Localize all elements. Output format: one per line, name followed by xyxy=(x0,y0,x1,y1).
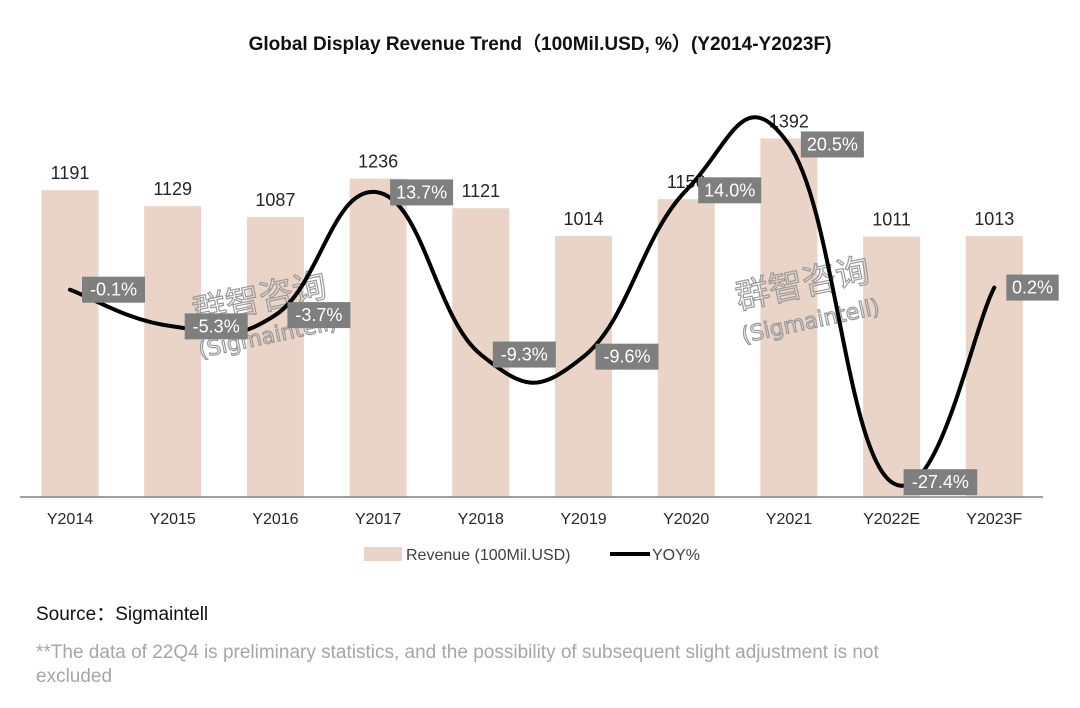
source-text: Source：Sigmaintell xyxy=(36,604,209,625)
legend: Revenue (100Mil.USD) YOY% xyxy=(364,547,700,564)
revenue-value-label: 1392 xyxy=(769,111,809,131)
revenue-value-label: 1236 xyxy=(358,152,398,172)
revenue-bar-Y2022E xyxy=(863,236,921,497)
yoy-value-label: -3.7% xyxy=(295,305,342,325)
yoy-label-Y2016: -3.7% xyxy=(287,302,351,329)
yoy-value-label: -9.3% xyxy=(501,345,548,365)
yoy-label-Y2019: -9.6% xyxy=(595,343,659,370)
x-tick-label: Y2019 xyxy=(560,511,606,528)
yoy-label-box xyxy=(287,302,351,329)
x-tick-label: Y2023F xyxy=(966,511,1022,528)
yoy-label-Y2020: 14.0% xyxy=(698,177,762,204)
yoy-label-box xyxy=(184,313,248,340)
yoy-label-Y2018: -9.3% xyxy=(492,341,556,368)
bars-layer xyxy=(41,138,1023,498)
yoy-label-box xyxy=(800,131,864,158)
legend-yoy-label: YOY% xyxy=(652,547,700,564)
revenue-bar-Y2015 xyxy=(144,206,202,497)
yoy-label-box xyxy=(1006,274,1059,301)
yoy-label-Y2014: -0.1% xyxy=(82,276,145,303)
x-tick-label: Y2015 xyxy=(150,511,196,528)
yoy-value-label: 14.0% xyxy=(704,180,755,200)
footnote: **The data of 22Q4 is preliminary statis… xyxy=(36,642,879,687)
x-tick-label: Y2016 xyxy=(252,511,298,528)
revenue-bar-Y2014 xyxy=(41,190,99,497)
legend-revenue-swatch xyxy=(364,547,402,561)
yoy-value-label: -5.3% xyxy=(193,316,240,336)
legend-revenue-label: Revenue (100Mil.USD) xyxy=(406,547,571,564)
x-tick-label: Y2020 xyxy=(663,511,709,528)
yoy-value-label: 20.5% xyxy=(807,134,858,154)
yoy-value-label: -0.1% xyxy=(90,280,137,300)
yoy-label-Y2021: 20.5% xyxy=(800,131,864,158)
yoy-labels-layer: -0.1% -5.3% -3.7% 13.7% -9.3% -9.6% 14.0% 20.5%… xyxy=(82,131,1059,496)
revenue-value-label: 1129 xyxy=(153,179,192,199)
revenue-value-label: 1014 xyxy=(563,209,603,229)
yoy-label-Y2023F: 0.2% xyxy=(1006,274,1059,301)
yoy-label-Y2017: 13.7% xyxy=(390,179,454,206)
yoy-label-box xyxy=(698,177,762,204)
x-tick-labels: Y2014 Y2015 Y2016 Y2017 Y2018 Y2019 Y2020 Y2021… xyxy=(47,511,1023,528)
x-tick-label: Y2014 xyxy=(47,511,93,528)
yoy-label-box xyxy=(82,276,145,303)
chart-title: Global Display Revenue Trend（100Mil.USD,… xyxy=(248,34,832,55)
revenue-bar-Y2016 xyxy=(246,216,304,497)
yoy-label-box xyxy=(390,179,454,206)
yoy-label-Y2022E: -27.4% xyxy=(903,469,978,496)
x-tick-label: Y2017 xyxy=(355,511,401,528)
revenue-value-label: 1087 xyxy=(255,190,295,210)
yoy-value-label: 0.2% xyxy=(1012,278,1053,298)
x-tick-label: Y2018 xyxy=(458,511,504,528)
yoy-value-label: -9.6% xyxy=(603,347,650,367)
yoy-label-box xyxy=(595,343,659,370)
revenue-value-label: 1191 xyxy=(51,163,90,183)
yoy-label-Y2015: -5.3% xyxy=(184,313,248,340)
revenue-bar-Y2017 xyxy=(349,178,407,498)
x-tick-label: Y2022E xyxy=(863,511,920,528)
revenue-value-label: 1011 xyxy=(872,210,911,230)
yoy-label-box xyxy=(903,469,978,496)
yoy-value-label: -27.4% xyxy=(912,472,969,492)
watermark-right: 群智咨询 (Sigmaintell) xyxy=(731,250,882,349)
yoy-label-box xyxy=(492,341,556,368)
revenue-value-label: 1121 xyxy=(461,181,500,201)
yoy-value-label: 13.7% xyxy=(396,182,447,202)
revenue-bar-Y2021 xyxy=(760,138,818,497)
x-tick-label: Y2021 xyxy=(766,511,812,528)
revenue-value-label: 1013 xyxy=(974,209,1014,229)
yoy-series-line xyxy=(68,115,997,488)
revenue-bar-Y2020 xyxy=(657,199,715,497)
